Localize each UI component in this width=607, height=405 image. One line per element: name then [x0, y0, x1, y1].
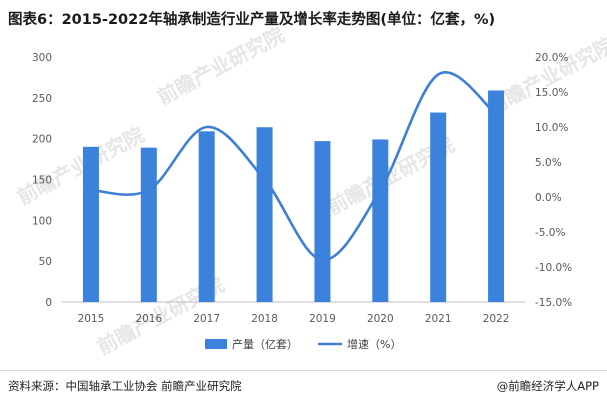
- right-axis-tick-label: 10.0%: [535, 122, 568, 134]
- bar: [314, 141, 331, 302]
- x-tick-label: 2018: [251, 313, 278, 325]
- combo-chart: 0 50 100 150 200 250 300 -15.0% -10.0% -5.0% 0.0% 5…: [32, 52, 572, 351]
- left-axis-tick-label: 100: [32, 215, 52, 227]
- right-axis-tick-label: -5.0%: [535, 227, 565, 239]
- x-tick-label: 2017: [193, 313, 220, 325]
- x-tick-label: 2021: [425, 313, 452, 325]
- growth-line: [89, 71, 498, 262]
- right-axis-tick-label: 0.0%: [535, 192, 562, 204]
- x-tick-label: 2019: [309, 313, 336, 325]
- right-axis-tick-label: 20.0%: [535, 52, 568, 64]
- left-axis-tick-label: 250: [32, 93, 52, 105]
- bar: [488, 90, 505, 302]
- legend-label-bar: 产量（亿套）: [232, 337, 298, 351]
- right-axis-tick-label: 15.0%: [535, 87, 568, 99]
- bar: [140, 147, 157, 302]
- left-axis-tick-label: 150: [32, 175, 52, 187]
- right-axis-tick-label: 5.0%: [535, 157, 562, 169]
- legend-label-line: 增速（%）: [347, 337, 401, 351]
- footer-divider: [0, 370, 607, 371]
- legend-swatch-bar: [205, 339, 227, 349]
- bar: [430, 112, 447, 303]
- left-axis-tick-label: 200: [32, 134, 52, 146]
- right-axis-tick-label: -10.0%: [535, 262, 572, 274]
- x-tick-label: 2020: [367, 313, 394, 325]
- x-tick-label: 2015: [78, 313, 105, 325]
- bar: [198, 131, 215, 302]
- left-axis-tick-label: 50: [39, 256, 52, 268]
- bar: [82, 146, 99, 302]
- source-note: 资料来源：中国轴承工业协会 前瞻产业研究院: [8, 379, 242, 393]
- x-tick-label: 2016: [135, 313, 162, 325]
- bar: [256, 127, 273, 302]
- right-axis-tick-label: -15.0%: [535, 297, 572, 309]
- chart-title: 图表6：2015-2022年轴承制造行业产量及增长率走势图(单位：亿套，%): [8, 12, 496, 28]
- left-axis-tick-label: 0: [45, 297, 52, 309]
- bar: [372, 139, 389, 302]
- x-tick-label: 2022: [483, 313, 510, 325]
- left-axis-tick-label: 300: [32, 52, 52, 64]
- brand-credit: @前瞻经济学人APP: [496, 379, 599, 393]
